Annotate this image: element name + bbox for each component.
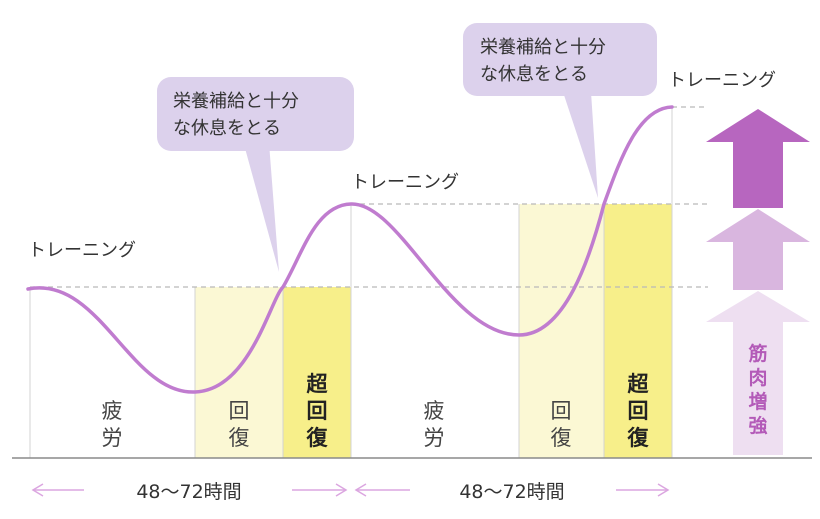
recovery-2-char-2: 復 <box>551 426 572 450</box>
bubble-2-line-2: な休息をとる <box>480 64 588 85</box>
fatigue-label-2: 疲 労 <box>424 399 445 450</box>
arrow-segment-top <box>706 109 810 208</box>
fatigue-1-char-1: 疲 <box>102 399 123 423</box>
bubble-1-line-1: 栄養補給と十分 <box>173 91 299 112</box>
recovery-2-char-1: 回 <box>551 399 572 423</box>
bubble-2-line-1: 栄養補給と十分 <box>480 37 606 58</box>
super-recovery-label-1: 超 回 復 <box>306 372 329 450</box>
super-1-char-2: 回 <box>307 399 328 423</box>
bubble-tail-1 <box>240 130 279 272</box>
super-recovery-zone-2 <box>604 204 672 458</box>
training-label-3: トレーニング <box>668 70 776 91</box>
arrow-segment-middle <box>706 209 810 290</box>
recovery-label-1: 回 復 <box>229 399 250 450</box>
recovery-label-2: 回 復 <box>551 399 572 450</box>
training-label-1: トレーニング <box>28 240 136 261</box>
muscle-strength-arrow: 筋 肉 増 強 <box>706 109 810 455</box>
super-1-char-1: 超 <box>307 372 329 396</box>
super-recovery-label-2: 超 回 復 <box>627 372 650 450</box>
super-2-char-3: 復 <box>627 426 650 450</box>
muscle-strength-label: 筋 肉 増 強 <box>748 342 767 437</box>
recovery-1-char-2: 復 <box>229 426 250 450</box>
super-2-char-1: 超 <box>628 372 650 396</box>
muscle-char-2: 肉 <box>748 366 767 389</box>
phase-dividers <box>29 107 673 458</box>
speech-bubble-1: 栄養補給と十分 な休息をとる <box>157 77 354 151</box>
bubble-1-line-2: な休息をとる <box>173 118 281 139</box>
super-1-char-3: 復 <box>306 426 329 450</box>
muscle-char-4: 強 <box>748 415 767 437</box>
bubble-tail-2 <box>563 92 598 198</box>
fatigue-1-char-2: 労 <box>102 426 123 450</box>
muscle-char-3: 増 <box>748 390 767 413</box>
super-recovery-zone-1 <box>283 287 351 458</box>
training-label-2: トレーニング <box>351 172 459 193</box>
fatigue-label-1: 疲 労 <box>102 399 123 450</box>
duration-label-2: 48〜72時間 <box>459 481 564 503</box>
duration-label-1: 48〜72時間 <box>136 481 241 503</box>
performance-curve <box>26 105 674 394</box>
level-guides <box>30 106 708 288</box>
duration-indicator-1: 48〜72時間 <box>31 481 348 503</box>
muscle-char-1: 筋 <box>748 342 767 365</box>
speech-bubble-2: 栄養補給と十分 な休息をとる <box>463 23 657 96</box>
super-2-char-2: 回 <box>628 399 649 423</box>
arrow-segment-bottom <box>706 291 810 455</box>
duration-indicator-2: 48〜72時間 <box>354 481 670 503</box>
recovery-1-char-1: 回 <box>229 399 250 423</box>
fatigue-2-char-1: 疲 <box>424 399 445 423</box>
fatigue-2-char-2: 労 <box>424 426 445 450</box>
